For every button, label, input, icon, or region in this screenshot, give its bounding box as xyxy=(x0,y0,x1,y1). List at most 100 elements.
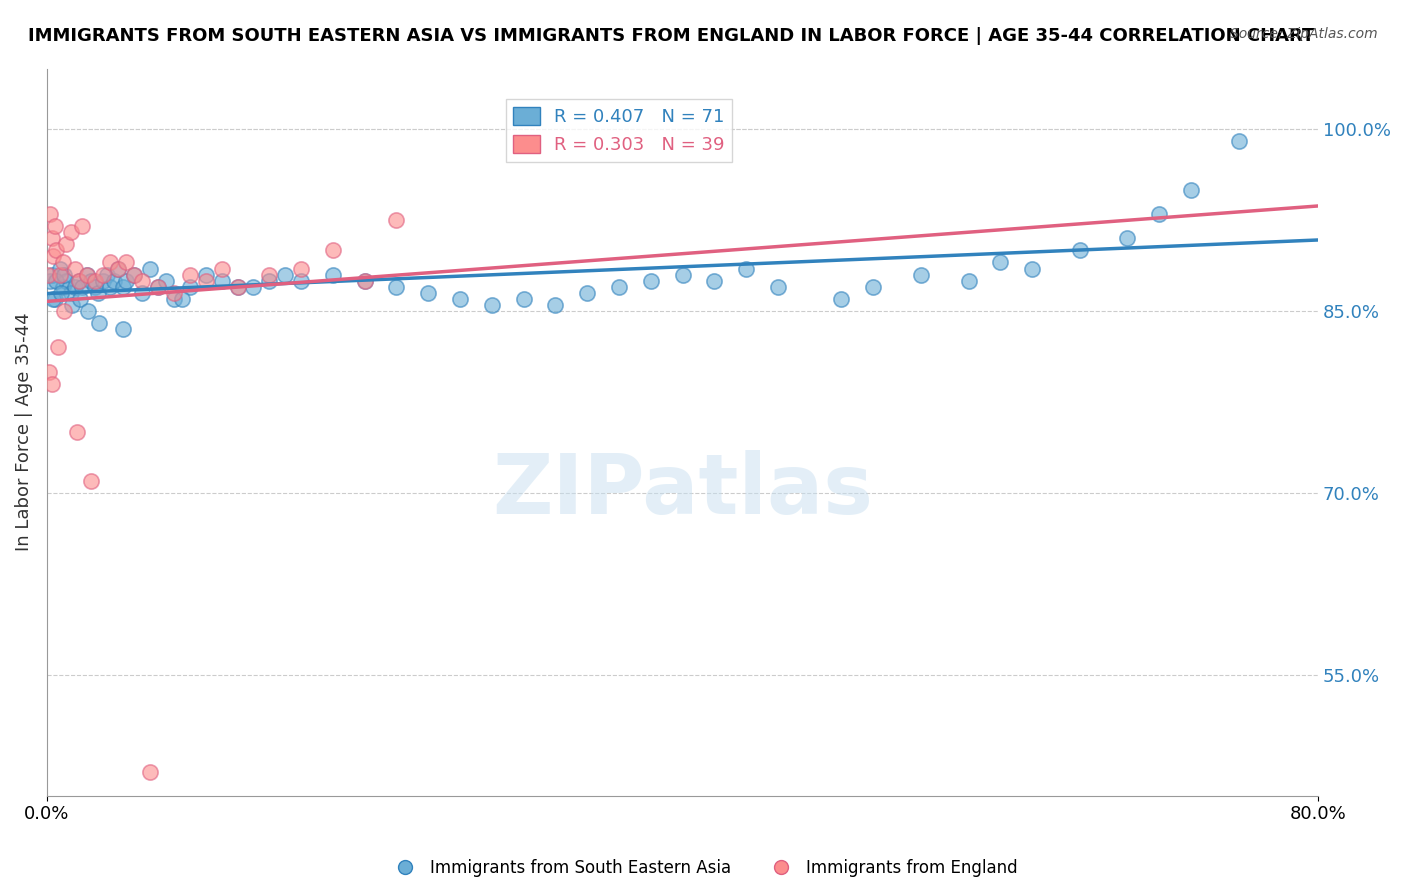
Point xyxy=(353,274,375,288)
Point xyxy=(83,274,105,288)
Legend: Immigrants from South Eastern Asia, Immigrants from England: Immigrants from South Eastern Asia, Immi… xyxy=(381,853,1025,884)
Point xyxy=(59,285,82,300)
Y-axis label: In Labor Force | Age 35-44: In Labor Force | Age 35-44 xyxy=(15,313,32,551)
Point xyxy=(70,279,93,293)
Point xyxy=(80,274,103,288)
Point xyxy=(155,274,177,288)
Point xyxy=(96,268,118,282)
Point xyxy=(60,298,83,312)
Point xyxy=(91,274,114,288)
Point xyxy=(41,376,63,391)
Point xyxy=(290,261,312,276)
Point xyxy=(76,268,98,282)
Point xyxy=(353,274,375,288)
Text: Source: ZipAtlas.com: Source: ZipAtlas.com xyxy=(1230,27,1378,41)
Text: IMMIGRANTS FROM SOUTH EASTERN ASIA VS IMMIGRANTS FROM ENGLAND IN LABOR FORCE | A: IMMIGRANTS FROM SOUTH EASTERN ASIA VS IM… xyxy=(28,27,1315,45)
Point xyxy=(385,213,408,227)
Point xyxy=(512,292,534,306)
Point xyxy=(544,298,567,312)
Point xyxy=(39,274,62,288)
Point xyxy=(671,268,693,282)
Point xyxy=(703,274,725,288)
Point xyxy=(830,292,852,306)
Point xyxy=(80,474,103,488)
Point xyxy=(100,279,122,293)
Point xyxy=(91,268,114,282)
Point xyxy=(83,279,105,293)
Point xyxy=(76,268,98,282)
Point xyxy=(41,231,63,245)
Point xyxy=(45,274,67,288)
Point xyxy=(418,285,440,300)
Point xyxy=(100,255,122,269)
Point xyxy=(37,268,59,282)
Point xyxy=(65,261,87,276)
Point xyxy=(1227,134,1250,148)
Point xyxy=(112,322,135,336)
Text: ZIPatlas: ZIPatlas xyxy=(492,450,873,531)
Point xyxy=(211,261,233,276)
Point xyxy=(66,425,89,439)
Point xyxy=(44,219,66,233)
Point xyxy=(124,268,146,282)
Point xyxy=(48,261,70,276)
Point xyxy=(39,207,62,221)
Point xyxy=(38,365,60,379)
Point xyxy=(862,279,884,293)
Point xyxy=(385,279,408,293)
Point xyxy=(226,279,249,293)
Point xyxy=(131,285,153,300)
Point xyxy=(640,274,662,288)
Point xyxy=(131,274,153,288)
Point xyxy=(115,255,138,269)
Point xyxy=(1116,231,1139,245)
Legend: R = 0.407   N = 71, R = 0.303   N = 39: R = 0.407 N = 71, R = 0.303 N = 39 xyxy=(506,99,733,161)
Point xyxy=(242,279,264,293)
Point xyxy=(55,274,77,288)
Point xyxy=(87,285,110,300)
Point xyxy=(988,255,1011,269)
Point xyxy=(322,244,344,258)
Point xyxy=(45,244,67,258)
Point xyxy=(42,292,65,306)
Point xyxy=(44,292,66,306)
Point xyxy=(766,279,789,293)
Point xyxy=(107,261,129,276)
Point xyxy=(226,279,249,293)
Point xyxy=(55,237,77,252)
Point xyxy=(52,255,75,269)
Point xyxy=(607,279,630,293)
Point xyxy=(1021,261,1043,276)
Point xyxy=(449,292,471,306)
Point xyxy=(259,274,281,288)
Point xyxy=(67,274,90,288)
Point xyxy=(170,292,193,306)
Point xyxy=(48,268,70,282)
Point xyxy=(46,340,69,354)
Point xyxy=(53,268,76,282)
Point xyxy=(51,285,73,300)
Point xyxy=(1180,183,1202,197)
Point xyxy=(52,279,75,293)
Point xyxy=(179,268,201,282)
Point xyxy=(1069,244,1091,258)
Point xyxy=(735,261,758,276)
Point xyxy=(576,285,599,300)
Point xyxy=(107,261,129,276)
Point xyxy=(163,292,186,306)
Point xyxy=(139,261,162,276)
Point xyxy=(179,279,201,293)
Point xyxy=(89,316,111,330)
Point xyxy=(124,268,146,282)
Point xyxy=(211,274,233,288)
Point xyxy=(910,268,932,282)
Point xyxy=(139,764,162,779)
Point xyxy=(41,268,63,282)
Point xyxy=(957,274,980,288)
Point xyxy=(65,279,87,293)
Point xyxy=(146,279,169,293)
Point xyxy=(42,249,65,263)
Point xyxy=(77,304,100,318)
Point xyxy=(69,292,91,306)
Point xyxy=(290,274,312,288)
